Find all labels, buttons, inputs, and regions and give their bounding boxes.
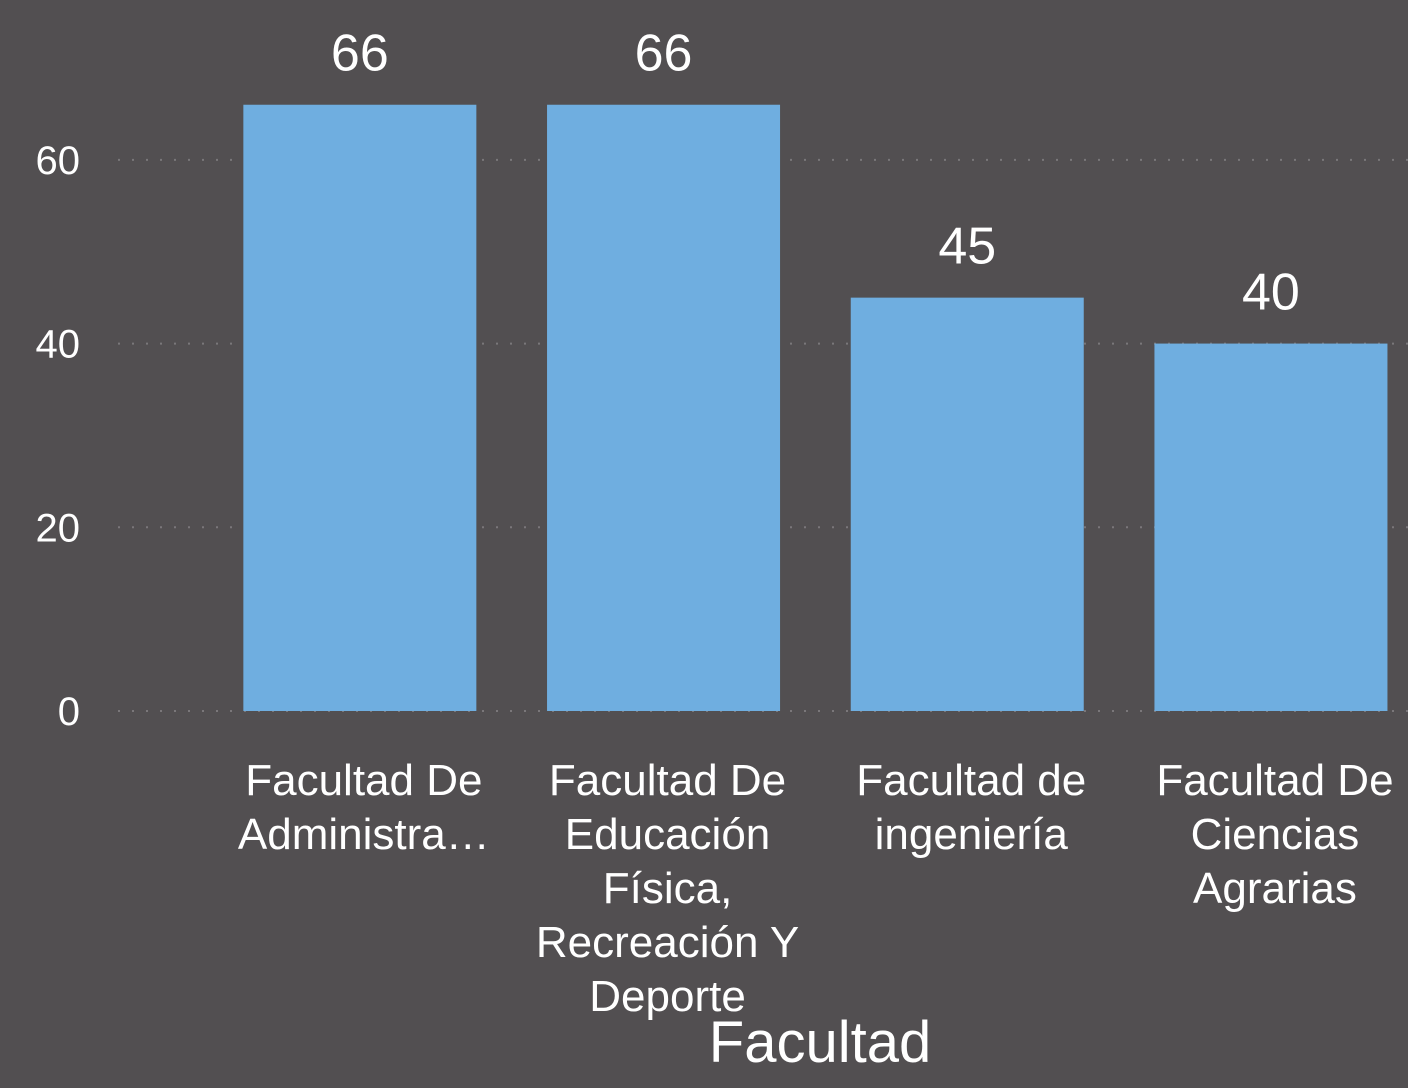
data-label: 45 xyxy=(938,218,996,276)
y-tick-label: 60 xyxy=(36,139,81,183)
bar xyxy=(1154,343,1388,711)
y-tick-label: 20 xyxy=(36,506,81,550)
data-label: 66 xyxy=(331,25,389,83)
bar xyxy=(243,104,477,711)
data-label: 40 xyxy=(1242,264,1300,322)
bar xyxy=(547,104,781,711)
x-tick-label: Facultad de ingeniería xyxy=(856,756,1087,859)
bar xyxy=(850,297,1084,711)
x-tick-label: Facultad De Administra… xyxy=(237,756,490,859)
x-tick-label: Facultad De Educación Física, Recreación… xyxy=(535,756,800,1021)
x-axis-title: Facultad xyxy=(709,1010,931,1075)
data-label: 66 xyxy=(635,25,693,83)
y-tick-label: 40 xyxy=(36,323,81,367)
x-tick-label: Facultad De Ciencias Agrarias xyxy=(1156,756,1394,913)
y-tick-label: 0 xyxy=(58,690,80,734)
